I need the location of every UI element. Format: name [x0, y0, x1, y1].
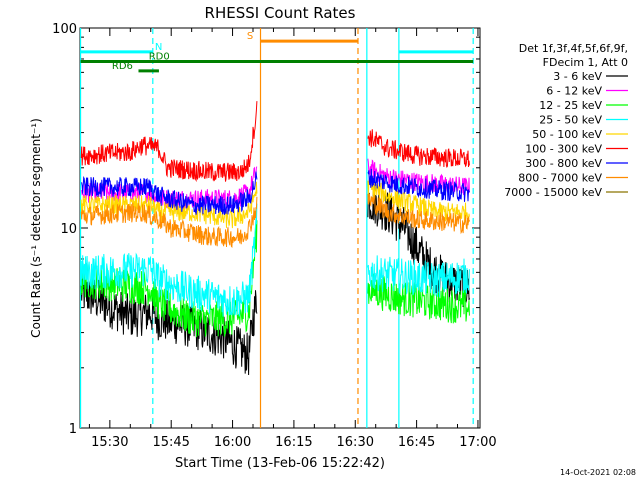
timestamp: 14-Oct-2021 02:08: [560, 468, 636, 477]
flag-label: RD0: [149, 51, 170, 62]
chart-title: RHESSI Count Rates: [205, 4, 356, 22]
y-tick-label: 10: [60, 222, 77, 237]
x-tick-label: 16:45: [398, 435, 435, 450]
plot-frame: [79, 27, 481, 429]
data-series: [80, 101, 470, 376]
x-tick-label: 15:45: [152, 435, 189, 450]
legend-entry-label: 3 - 6 keV: [553, 70, 602, 83]
series-line: [80, 203, 470, 317]
y-tick-label: 1: [69, 422, 77, 437]
x-tick-label: 15:30: [91, 435, 128, 450]
legend-header-line2: FDecim 1, Att 0: [543, 56, 628, 69]
legend-entry-label: 25 - 50 keV: [539, 114, 602, 127]
series-line: [81, 168, 470, 215]
legend: Det 1f,3f,4f,5f,6f,9f, FDecim 1, Att 0 3…: [504, 42, 628, 199]
legend-entry-label: 800 - 7000 keV: [518, 172, 602, 185]
legend-entry-label: 6 - 12 keV: [546, 85, 602, 98]
series-line: [80, 101, 470, 183]
x-tick-label: 16:30: [337, 435, 374, 450]
flag-label: RD6: [112, 61, 133, 72]
flag-bars: N S RD0 RD6: [80, 31, 474, 73]
legend-entry-label: 100 - 300 keV: [525, 143, 602, 156]
flag-label: S: [247, 31, 253, 42]
x-tick-label: 17:00: [459, 435, 496, 450]
legend-header-line1: Det 1f,3f,4f,5f,6f,9f,: [519, 42, 628, 55]
x-tick-label: 16:00: [214, 435, 251, 450]
x-axis-label: Start Time (13-Feb-06 15:22:42): [175, 456, 385, 471]
legend-entry-label: 300 - 800 keV: [525, 157, 602, 170]
y-axis: 1 10 100: [52, 22, 480, 437]
x-axis: 15:30 15:45 16:00 16:15 16:30 16:45 17:00: [88, 28, 497, 450]
legend-entry-label: 12 - 25 keV: [539, 99, 602, 112]
legend-entry-label: 7000 - 15000 keV: [504, 186, 602, 199]
series-line: [80, 193, 470, 248]
plot-area: [79, 27, 481, 429]
vertical-markers: [79, 28, 474, 428]
y-axis-label: Count Rate (s⁻¹ detector segment⁻¹): [29, 118, 43, 338]
flag-label: N: [155, 42, 162, 53]
y-tick-label: 100: [52, 22, 77, 37]
legend-entry-label: 50 - 100 keV: [532, 128, 602, 141]
x-tick-label: 16:15: [275, 435, 312, 450]
